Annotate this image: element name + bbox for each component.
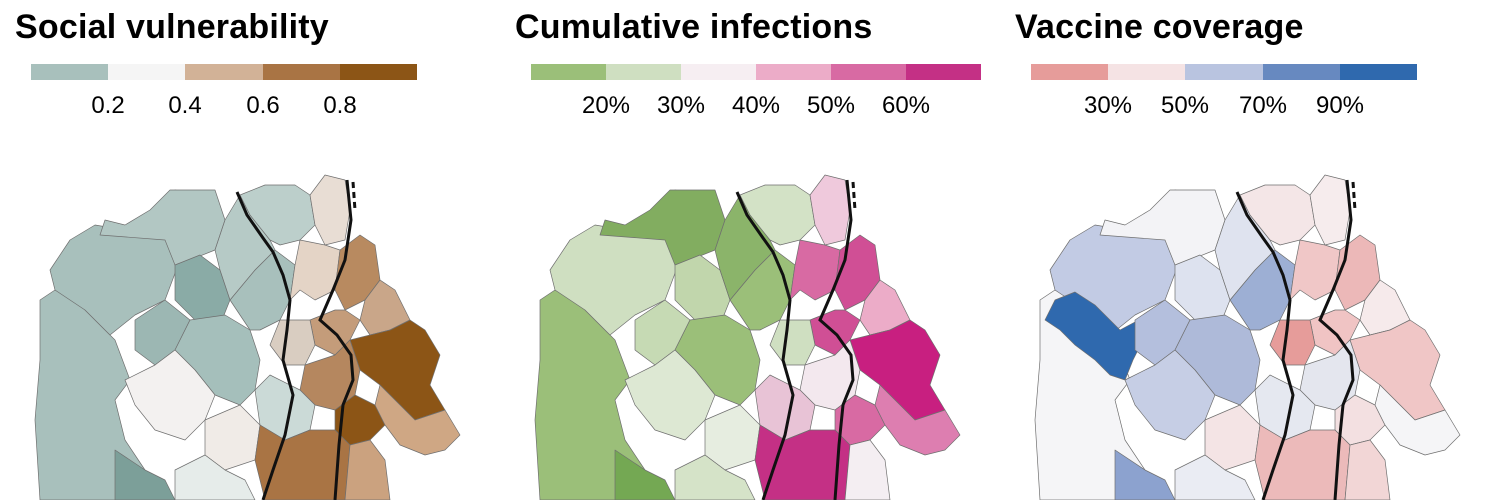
panel-title: Vaccine coverage (1015, 8, 1304, 46)
map-region (289, 239, 341, 301)
legend-tick-label: 70% (1238, 92, 1288, 119)
map-region (1269, 319, 1316, 366)
map-region (1214, 194, 1276, 301)
legend-tick-label: 30% (1083, 92, 1133, 119)
map-region (874, 384, 961, 456)
legend-swatch (108, 64, 185, 80)
legend-tick-label: 90% (1315, 92, 1365, 119)
map-region (114, 449, 176, 500)
legend-tick-label: 30% (656, 92, 706, 119)
map-region (1289, 239, 1341, 301)
highway-line (351, 181, 357, 211)
map-region (269, 319, 316, 366)
legend-swatch (906, 64, 981, 80)
map-region (174, 454, 256, 500)
legend-tick-label: 40% (731, 92, 781, 119)
highway-line (818, 179, 855, 500)
highway-line (851, 181, 857, 211)
legend-swatch (1031, 64, 1108, 80)
highway-line (318, 179, 355, 500)
legend-swatch (831, 64, 906, 80)
legend-swatch (185, 64, 263, 80)
highway-line (235, 191, 295, 500)
map-region (309, 174, 351, 246)
map-region (674, 254, 731, 326)
legend-swatch (1108, 64, 1185, 80)
map-region (624, 349, 716, 441)
map-region (1344, 439, 1391, 500)
map-region (239, 184, 316, 246)
legend-swatch (756, 64, 831, 80)
highway-line (1318, 179, 1355, 500)
legend-tick-label: 0.4 (168, 92, 202, 119)
legend-swatch (340, 64, 417, 80)
legend-swatch (681, 64, 756, 80)
choropleth-map (534, 174, 961, 500)
map-region (704, 404, 761, 471)
choropleth-map (1034, 174, 1461, 500)
legend-swatch (1263, 64, 1340, 80)
legend-swatch (1185, 64, 1263, 80)
legend-tick-label: 20% (581, 92, 631, 119)
map-region (1374, 384, 1461, 456)
map-region (214, 194, 276, 301)
panel-title: Cumulative infections (515, 8, 873, 46)
map-region (614, 449, 676, 500)
legend-tick-label: 50% (1160, 92, 1210, 119)
map-region (1174, 454, 1256, 500)
map-region (124, 349, 216, 441)
legend-tick-label: 0.8 (323, 92, 357, 119)
legend-swatch (531, 64, 606, 80)
legend-swatch (31, 64, 108, 80)
legend-swatch (606, 64, 681, 80)
legend-swatch (263, 64, 340, 80)
map-region (714, 194, 776, 301)
map-region (174, 254, 231, 326)
legend-tick-label: 50% (806, 92, 856, 119)
map-region (1239, 184, 1316, 246)
map-region (1124, 349, 1216, 441)
map-region (1174, 254, 1231, 326)
legend-tick-label: 0.2 (91, 92, 125, 119)
map-region (789, 239, 841, 301)
map-region (739, 184, 816, 246)
legend-tick-label: 0.6 (246, 92, 280, 119)
map-region (1204, 404, 1261, 471)
map-region (769, 319, 816, 366)
map-region (1114, 449, 1176, 500)
legend-tick-label: 60% (881, 92, 931, 119)
legend-swatch (1340, 64, 1417, 80)
highway-line (735, 191, 795, 500)
map-panel-social-vulnerability: Social vulnerability 0.2 0.4 0.6 0.8 (15, 0, 495, 500)
map-region (1044, 291, 1144, 381)
highway-line (1235, 191, 1295, 500)
map-panel-cumulative-infections: Cumulative infections 20% 30% 40% 50% 60… (515, 0, 995, 500)
choropleth-map (34, 174, 461, 500)
map-region (674, 454, 756, 500)
map-region (204, 404, 261, 471)
map-region (844, 439, 891, 500)
map-region (809, 174, 851, 246)
map-region (374, 384, 461, 456)
map-panel-vaccine-coverage: Vaccine coverage 30% 50% 70% 90% (1015, 0, 1495, 500)
highway-line (1351, 181, 1357, 211)
panel-title: Social vulnerability (15, 8, 329, 46)
map-region (344, 439, 391, 500)
map-region (1309, 174, 1351, 246)
